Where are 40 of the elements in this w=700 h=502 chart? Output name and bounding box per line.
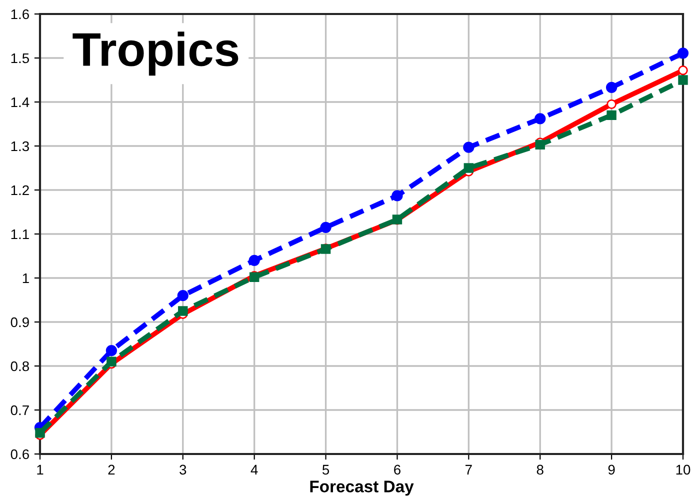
point: [606, 110, 616, 120]
x-tick-label: 6: [394, 464, 400, 475]
point: [678, 75, 688, 85]
point: [606, 99, 616, 110]
y-tick-label: 0.6: [10, 449, 29, 460]
y-tick-label: 0.9: [10, 317, 29, 328]
point: [678, 65, 688, 76]
x-tick-label: 2: [108, 464, 115, 474]
point: [106, 356, 116, 366]
y-tick-label: 1: [22, 273, 29, 284]
x-tick-label: 9: [608, 464, 615, 475]
x-tick-label: 5: [322, 464, 330, 475]
chart-title: Tropics: [72, 32, 238, 76]
point: [606, 82, 618, 94]
point: [106, 345, 117, 356]
x-tick-label: 7: [466, 464, 472, 474]
x-tick-label: 10: [676, 464, 690, 475]
x-tick-label: 1: [37, 464, 44, 474]
point: [464, 163, 474, 173]
y-tick-label: 1.3: [11, 141, 29, 152]
y-tick-label: 0.7: [10, 405, 29, 416]
point: [463, 142, 474, 153]
point: [320, 222, 332, 233]
point: [534, 113, 546, 124]
x-axis-title: Forecast Day: [310, 480, 414, 496]
x-tick-label: 8: [536, 464, 544, 475]
y-tick-label: 1.5: [11, 53, 30, 64]
y-tick-label: 1.1: [11, 229, 29, 240]
point: [535, 140, 545, 150]
point: [677, 48, 689, 59]
y-tick-label: 1.4: [11, 97, 30, 108]
point: [178, 306, 188, 316]
y-tick-label: 0.8: [10, 361, 29, 372]
x-tick-label: 3: [180, 464, 186, 475]
y-tick-label: 1.2: [11, 185, 29, 196]
x-tick-label: 4: [250, 464, 258, 474]
point: [248, 254, 260, 266]
y-tick-label: 1.6: [11, 9, 29, 20]
point: [177, 290, 188, 302]
point: [392, 190, 403, 202]
